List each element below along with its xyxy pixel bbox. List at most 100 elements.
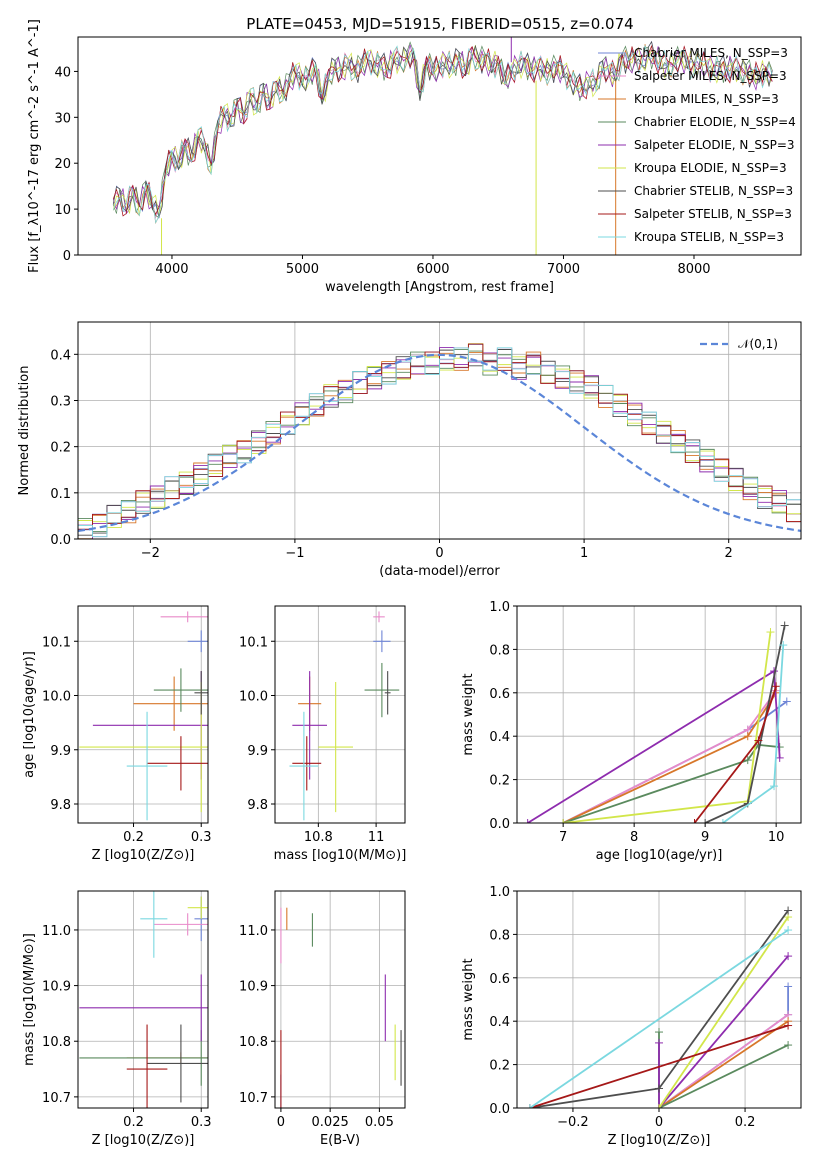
weight-line [527,669,781,823]
spectrum-legend: Chabrier MILES, N_SSP=3 Salpeter MILES, N… [598,46,796,244]
plot-area [523,621,791,823]
y-axis-label: age [log10(age/yr)] [22,651,37,778]
y-axis-label: Normed distribution [17,366,32,496]
axes-frame [516,890,802,1109]
y-tick-label: 0.0 [50,533,71,548]
y-tick-label: 9.9 [50,744,71,759]
chart-mass_ebv: 0 0.025 0.05 10.7 10.8 10.9 11.0 E(B-V) [239,890,406,1148]
x-tick-label: 4000 [155,262,188,277]
weight-line [658,1020,789,1108]
legend-label: Chabrier ELODIE, N_SSP=4 [634,115,796,129]
y-tick-label: 0 [63,249,71,264]
x-tick-label: 0 [655,1115,663,1130]
x-axis-label: wavelength [Angstrom, rest frame] [325,280,554,295]
spectrum-line [112,45,773,224]
y-tick-label: 10.0 [239,690,268,705]
x-tick-label: 0.05 [365,1115,394,1130]
x-tick-label: 5000 [286,262,319,277]
y-tick-label: 10.8 [42,1035,71,1050]
x-tick-label: 0 [277,1115,285,1130]
plot-area [280,907,402,1108]
y-axis-label: mass [log10(M/M⊙)] [22,933,37,1066]
y-tick-label: 9.9 [247,744,268,759]
axes-frame [77,36,802,256]
weight-line [529,929,789,1108]
x-tick-label: −1 [285,546,304,561]
histogram-series [78,347,801,539]
chart-age_Z: 0.2 0.3 9.8 9.9 10.0 10.1 Z [log10(Z/Z⊙)] age [… [22,605,212,863]
y-tick-label: 10.0 [42,690,71,705]
x-tick-label: 0.3 [191,1115,212,1130]
y-tick-label: 0.4 [489,1015,510,1030]
y-tick-label: 9.8 [247,798,268,813]
plot-area [289,611,400,821]
legend-label: Kroupa ELODIE, N_SSP=3 [634,161,787,175]
x-tick-label: 9 [701,830,709,845]
chart-residuals: −2 −1 0 1 2 0.0 0.1 0.2 0.3 0.4 (data-model)/error… [17,321,802,579]
axes-frame [274,890,406,1109]
x-tick-label: 10.8 [304,830,333,845]
y-tick-label: 0.3 [50,394,71,409]
spectrum-line [112,40,773,218]
legend-label: Kroupa MILES, N_SSP=3 [634,92,779,106]
y-tick-label: 0.6 [489,972,510,987]
legend-label: 𝒩(0,1) [738,337,778,351]
y-tick-label: 11.0 [239,924,268,939]
y-axis-label: mass weight [461,958,476,1040]
y-tick-label: 0.0 [489,817,510,832]
x-axis-label: Z [log10(Z/Z⊙)] [92,1133,195,1148]
legend-label: Chabrier MILES, N_SSP=3 [634,46,788,60]
axes-frame [77,321,802,540]
y-tick-label: 10.8 [239,1035,268,1050]
x-axis-label: Z [log10(Z/Z⊙)] [608,1133,711,1148]
chart-mass_Z: 0.2 0.3 10.7 10.8 10.9 11.0 Z [log10(Z/Z⊙)] mas… [22,890,212,1148]
y-tick-label: 0.2 [489,774,510,789]
y-tick-label: 10.1 [42,635,71,650]
x-tick-label: −0.2 [557,1115,589,1130]
x-axis-label: Z [log10(Z/Z⊙)] [92,848,195,863]
weight-line [529,1024,789,1108]
y-tick-label: 0.8 [489,928,510,943]
x-axis-label: age [log10(age/yr)] [596,848,723,863]
weight-line [658,1032,789,1108]
x-tick-label: 0 [435,546,443,561]
grid-lines [78,891,208,1108]
y-tick-label: 0.6 [489,687,510,702]
chart-spectrum: 4000 5000 6000 7000 8000 0 10 20 30 40 wavelength … [27,19,802,295]
spectrum-line [112,45,773,217]
y-axis-label: Flux [f_λ10^-17 erg cm^-2 s^-1 A^-1] [27,19,42,273]
y-tick-label: 0.1 [50,487,71,502]
y-tick-label: 11.0 [42,924,71,939]
y-tick-label: 0.4 [50,348,71,363]
weight-line [563,631,772,823]
grid-lines [275,606,405,823]
x-tick-label: 7 [559,830,567,845]
x-tick-label: 1 [580,546,588,561]
y-tick-label: 0.0 [489,1102,510,1117]
axes-frame [274,605,406,824]
y-tick-label: 1.0 [489,885,510,900]
x-axis-label: (data-model)/error [379,564,500,579]
y-axis-label: mass weight [461,673,476,755]
x-tick-label: 0.2 [735,1115,756,1130]
plot-area [78,343,801,539]
x-tick-label: −2 [141,546,160,561]
x-axis-label: mass [log10(M/M⊙)] [274,848,407,863]
legend-label: Salpeter ELODIE, N_SSP=3 [634,138,795,152]
chart-age_mass: 10.8 11 9.8 9.9 10.0 10.1 mass [log10(M/M⊙)] [239,605,407,863]
grid-lines [78,606,208,823]
x-tick-label: 7000 [547,262,580,277]
y-tick-label: 10 [54,203,71,218]
x-tick-label: 2 [725,546,733,561]
y-tick-label: 20 [54,157,71,172]
y-tick-label: 1.0 [489,600,510,615]
y-tick-label: 10.1 [239,635,268,650]
page-title: PLATE=0453, MJD=51915, FIBERID=0515, z=0… [246,15,633,33]
y-tick-label: 0.2 [489,1059,510,1074]
y-tick-label: 0.2 [50,441,71,456]
y-tick-label: 30 [54,111,71,126]
axes-frame [77,890,209,1109]
x-tick-label: 6000 [416,262,449,277]
weight-line [658,1013,789,1108]
